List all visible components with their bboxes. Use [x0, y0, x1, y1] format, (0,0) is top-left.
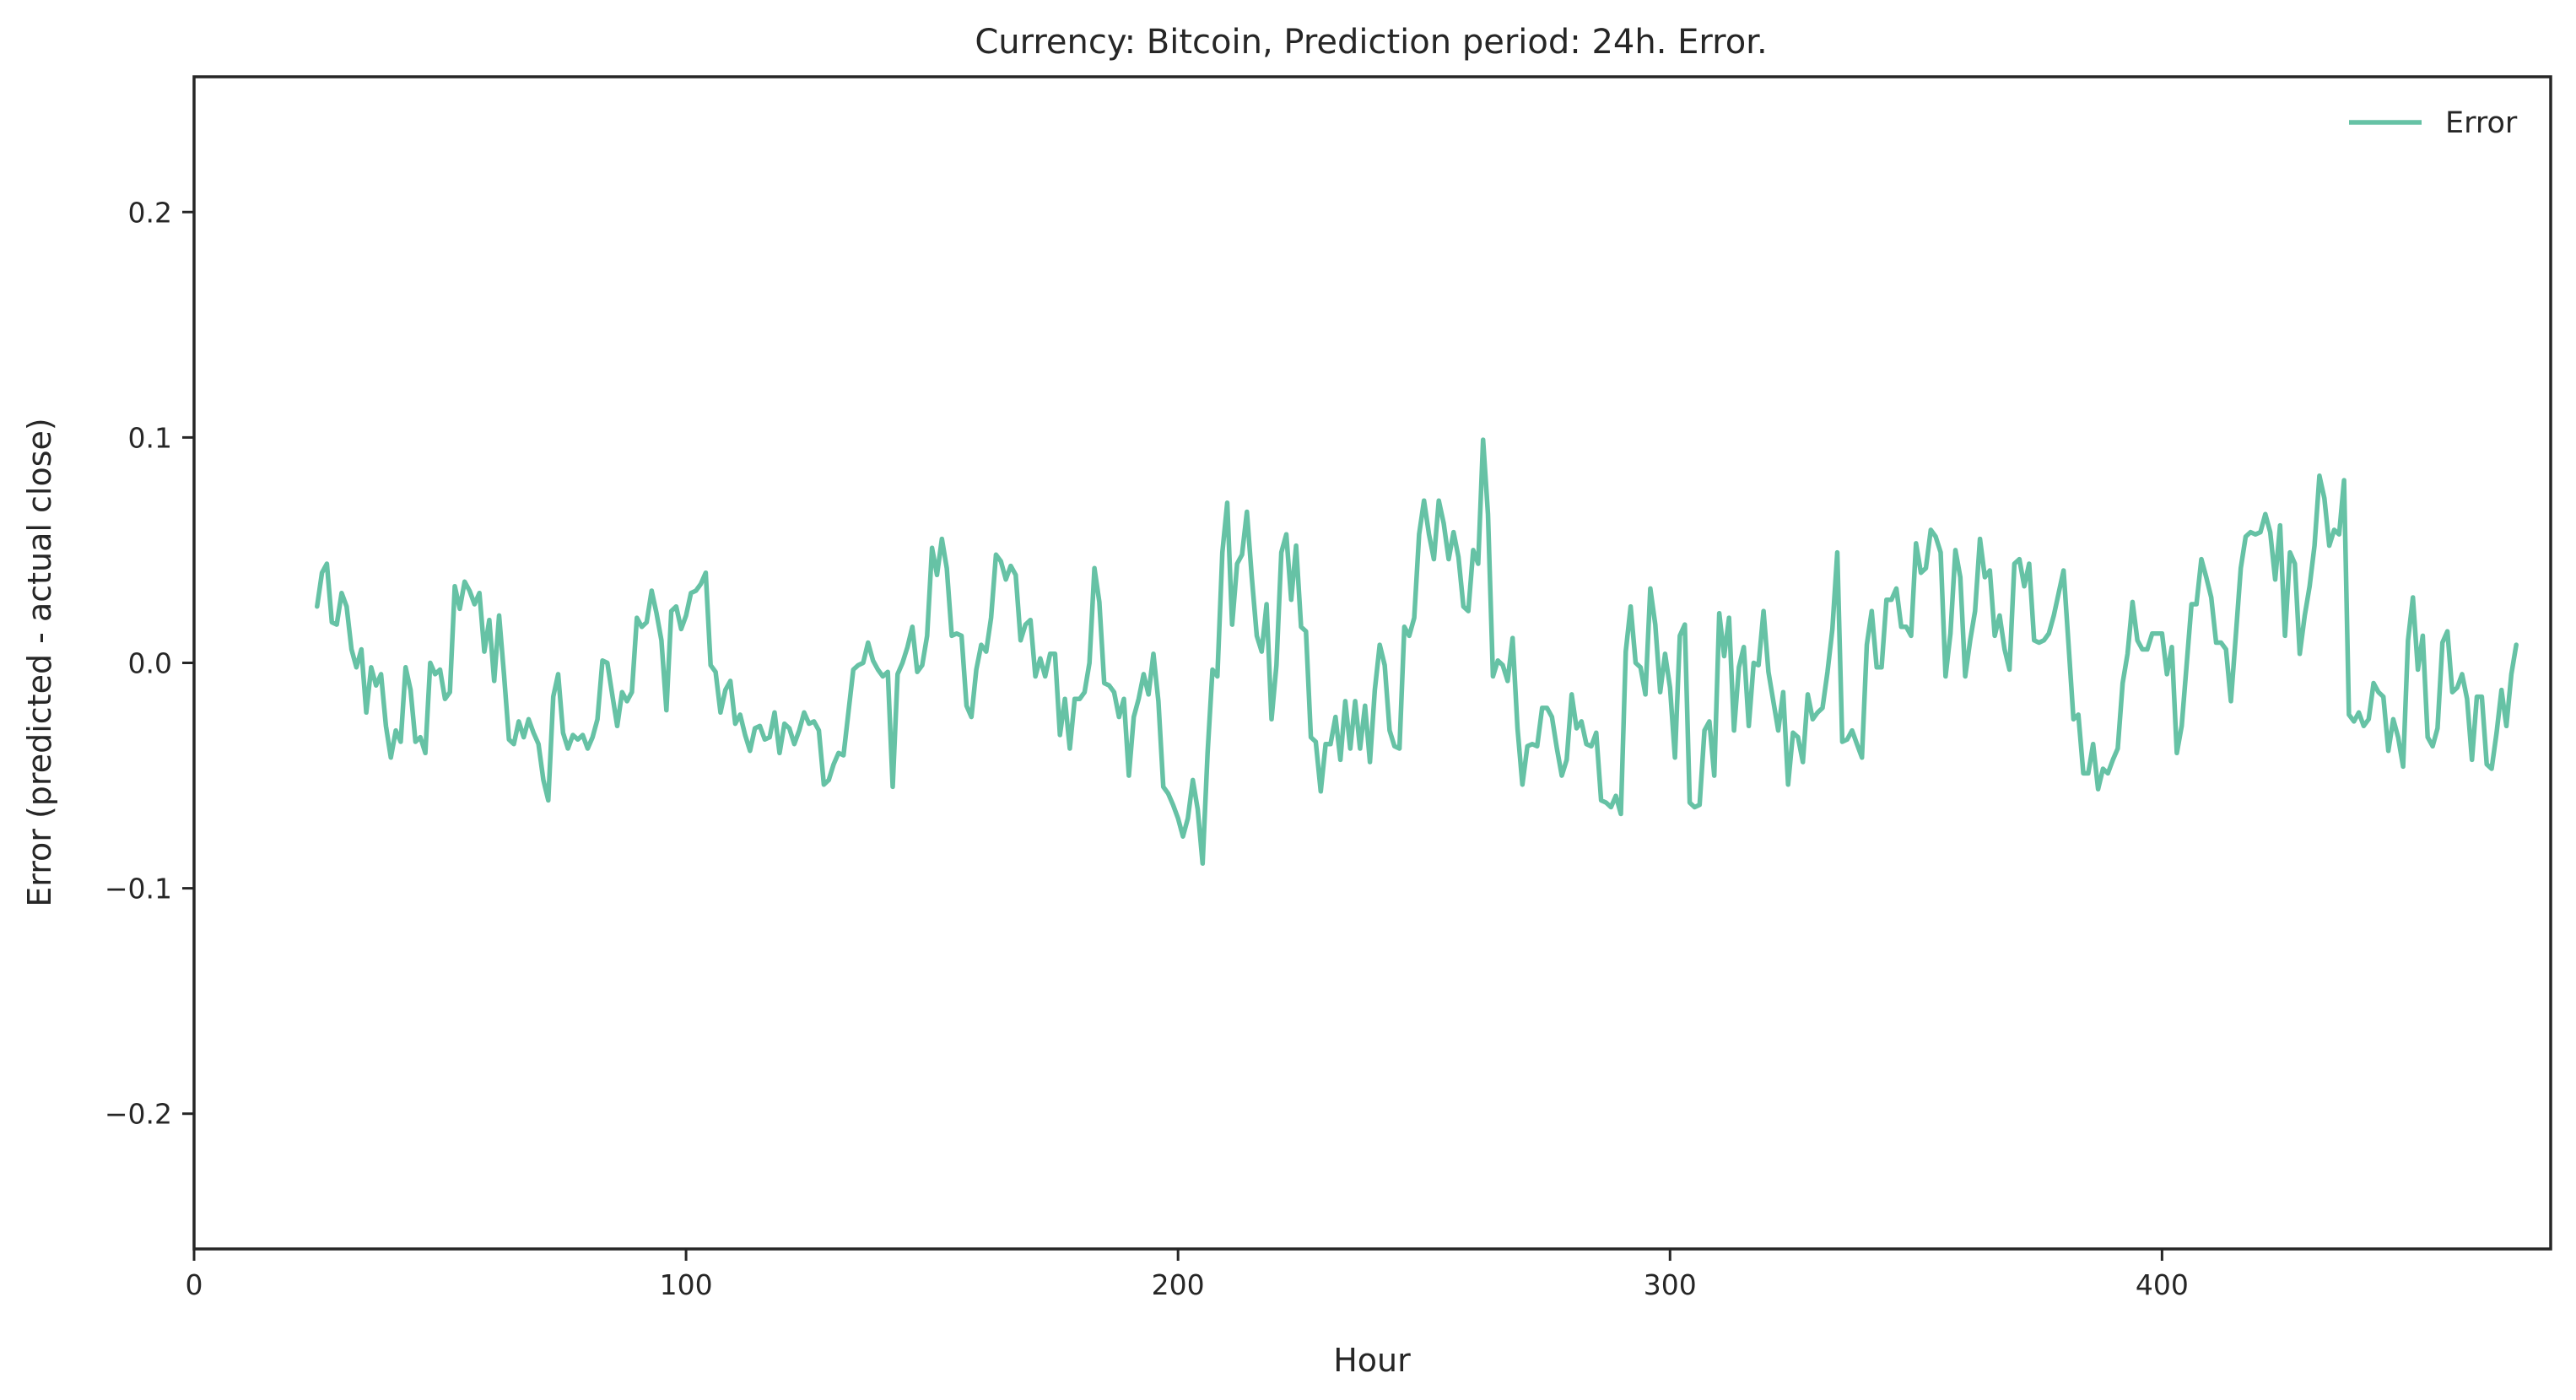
series-layer — [315, 437, 2519, 866]
legend-label-error: Error — [2445, 106, 2518, 140]
ticks-layer: 0 100 200 300 400 0.2 0.1 0.0 −0.1 −0.2 — [105, 196, 2189, 1301]
plot-frame — [192, 75, 2552, 1251]
series-line-error — [315, 437, 2519, 866]
x-tick-label: 400 — [2136, 1268, 2189, 1301]
x-tick-label: 200 — [1152, 1268, 1205, 1301]
chart-title: Currency: Bitcoin, Prediction period: 24… — [975, 23, 1767, 62]
x-tick-label: 300 — [1644, 1268, 1697, 1301]
y-tick-label: 0.0 — [128, 647, 172, 680]
x-axis-label: Hour — [1333, 1342, 1411, 1379]
x-tick-label: 0 — [186, 1268, 203, 1301]
y-axis-label: Error (predicted - actual close) — [21, 418, 58, 906]
y-tick-label: 0.2 — [128, 196, 172, 229]
y-tick-label: −0.2 — [105, 1098, 172, 1131]
x-tick-label: 100 — [660, 1268, 713, 1301]
y-tick-label: 0.1 — [128, 421, 172, 454]
y-tick-label: −0.1 — [105, 873, 172, 905]
legend: Error — [2349, 106, 2518, 140]
